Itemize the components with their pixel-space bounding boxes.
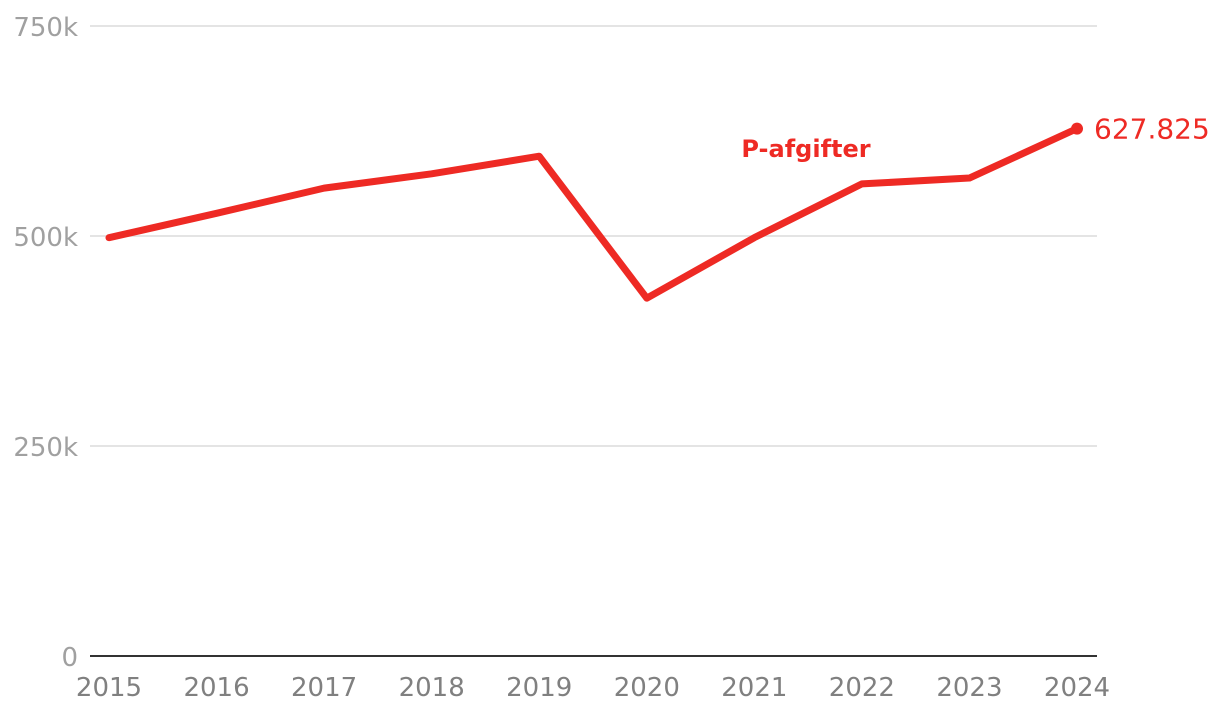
gridlines	[90, 25, 1097, 657]
x-tick-label: 2020	[614, 673, 680, 703]
x-tick-label: 2017	[291, 673, 357, 703]
series-labels: P-afgifter 627.825	[741, 113, 1209, 163]
x-tick-label: 2021	[721, 673, 787, 703]
end-value-label: 627.825	[1094, 113, 1210, 146]
y-tick-label: 0	[61, 643, 78, 673]
data-point	[1071, 122, 1083, 135]
x-tick-label: 2016	[183, 673, 249, 703]
series-line-p-afgifter	[105, 125, 1081, 302]
series-lines	[105, 122, 1083, 302]
x-tick-label: 2022	[829, 673, 895, 703]
y-tick-label: 500k	[13, 223, 78, 253]
x-tick-label: 2023	[936, 673, 1002, 703]
y-axis-tick-labels: 0 250k 500k 750k	[13, 13, 78, 673]
series-label: P-afgifter	[741, 135, 870, 163]
x-tick-label: 2018	[399, 673, 465, 703]
y-tick-label: 250k	[13, 433, 78, 463]
x-tick-label: 2019	[506, 673, 572, 703]
x-tick-label: 2015	[76, 673, 142, 703]
x-tick-label: 2024	[1044, 673, 1110, 703]
y-tick-label: 750k	[13, 13, 78, 43]
x-axis-tick-labels: 2015 2016 2017 2018 2019 2020 2021 2022 2023 2024	[76, 673, 1110, 703]
